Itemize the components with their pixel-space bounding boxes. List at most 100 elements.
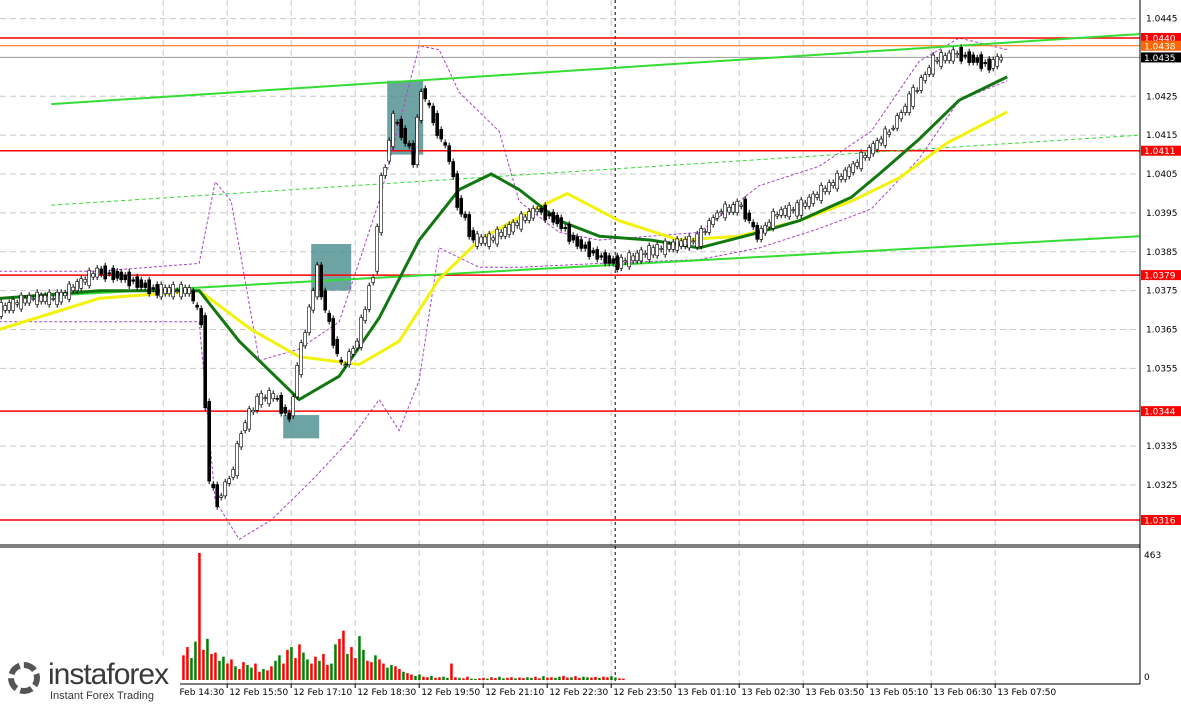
volume-bar	[606, 677, 609, 680]
candle-body	[955, 53, 960, 56]
volume-bar	[270, 666, 273, 680]
ma-slow-line	[0, 110, 1008, 367]
candle-body	[459, 197, 464, 215]
candle-body	[159, 284, 163, 298]
candle-body	[63, 292, 68, 297]
volume-bar	[586, 677, 589, 680]
volume-bar	[466, 676, 469, 680]
volume-bar	[322, 653, 325, 680]
candle-body	[607, 255, 612, 264]
candle-body	[755, 225, 760, 240]
price-tick-label: 1.0415	[1146, 131, 1178, 141]
volume-bar	[494, 678, 497, 680]
volume-bar	[514, 678, 517, 680]
candle-body	[271, 393, 276, 400]
volume-bar	[550, 677, 553, 680]
time-tick-label: 12 Feb 18:30	[357, 688, 416, 698]
candle-body	[875, 140, 880, 150]
candle-body	[543, 204, 548, 221]
candle-body	[427, 102, 432, 106]
candle-body	[959, 47, 964, 62]
candle-body	[587, 241, 592, 258]
time-tick-label: 12 Feb 17:10	[293, 688, 352, 698]
volume-bar	[314, 656, 317, 680]
candle-body	[555, 214, 560, 225]
candle-body	[275, 398, 280, 400]
candle-body	[327, 312, 332, 322]
volume-bar	[410, 674, 413, 680]
candle-body	[715, 212, 720, 219]
time-tick-label: 12 Feb 14:30	[165, 688, 224, 698]
volume-bar	[206, 638, 209, 680]
volume-bar	[618, 678, 621, 680]
volume-max-label: 463	[1144, 551, 1161, 561]
volume-bar	[286, 649, 289, 680]
volume-bar	[430, 675, 433, 680]
price-tick-label: 1.0335	[1146, 442, 1178, 452]
candle-body	[971, 54, 976, 63]
candle-body	[911, 87, 916, 107]
volume-bar	[446, 677, 449, 680]
candle-body	[775, 214, 780, 217]
candle-body	[379, 175, 384, 234]
candle-body	[239, 433, 243, 448]
volume-bar	[418, 674, 421, 680]
candle-body	[23, 297, 28, 304]
candle-body	[87, 270, 91, 286]
time-tick-label: 12 Feb 23:50	[613, 688, 672, 698]
candle-body	[195, 304, 199, 308]
volume-bar	[198, 553, 201, 680]
candle-body	[839, 176, 844, 180]
candle-body	[251, 410, 255, 413]
candle-body	[871, 143, 876, 155]
candle-body	[511, 221, 516, 233]
level-badge	[1141, 40, 1181, 51]
volume-bar	[394, 666, 397, 680]
candle-body	[983, 61, 988, 65]
candle-body	[247, 408, 251, 430]
candle-body	[0, 302, 3, 317]
candle-body	[343, 364, 348, 367]
volume-bar	[278, 655, 281, 680]
volume-bar	[226, 663, 229, 680]
candle-body	[131, 279, 135, 282]
candle-body	[979, 54, 984, 69]
candle-body	[963, 54, 968, 57]
volume-bar	[542, 676, 545, 680]
candle-body	[311, 290, 316, 311]
volume-bar	[378, 659, 381, 680]
volume-bar	[234, 666, 237, 680]
volume-bar	[462, 678, 465, 680]
candle-body	[155, 284, 159, 296]
candle-body	[747, 212, 752, 221]
candle-body	[495, 228, 500, 245]
candle-body	[279, 394, 284, 414]
volume-bar	[370, 662, 373, 680]
candle-body	[987, 58, 992, 71]
candle-body	[79, 278, 83, 289]
volume-bar	[478, 678, 481, 680]
candle-body	[819, 185, 824, 201]
volume-bar	[298, 644, 301, 680]
candle-body	[203, 315, 207, 408]
candle-body	[303, 332, 308, 347]
volume-bar	[210, 653, 213, 680]
candle-body	[467, 214, 472, 237]
volume-bar	[202, 649, 205, 680]
volume-bar	[402, 671, 405, 680]
candle-body	[563, 226, 568, 229]
candle-body	[243, 422, 247, 431]
candle-body	[807, 196, 812, 207]
volume-bar	[310, 663, 313, 680]
candle-body	[391, 113, 396, 147]
candle-body	[723, 203, 728, 219]
candle-body	[743, 198, 748, 220]
time-tick-label: 12 Feb 22:30	[549, 688, 608, 698]
volume-bar	[574, 676, 577, 680]
volume-bar	[334, 644, 337, 680]
candle-body	[191, 290, 195, 302]
candle-body	[883, 128, 888, 146]
volume-bar	[258, 671, 261, 680]
